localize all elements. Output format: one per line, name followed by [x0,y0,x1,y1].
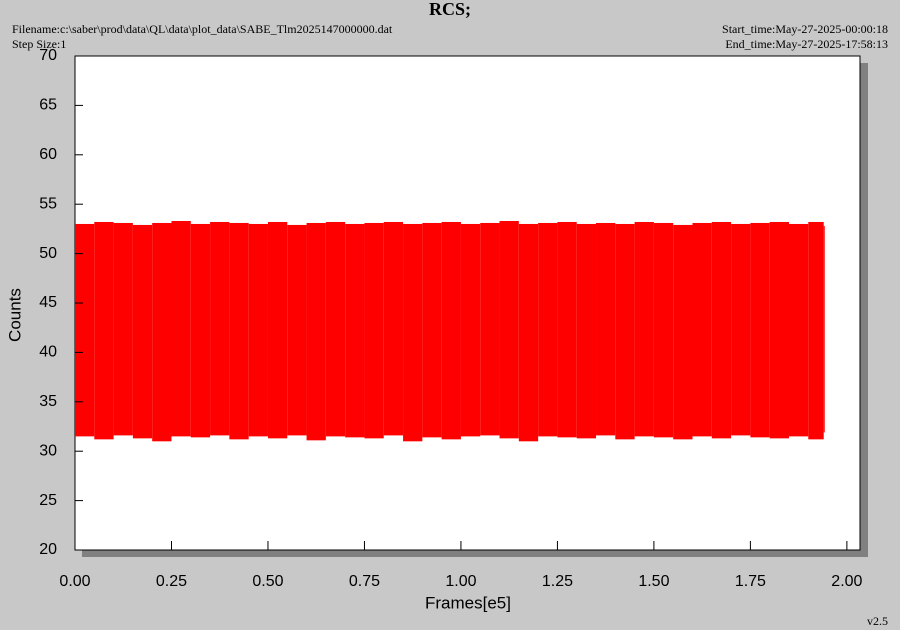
x-tick-label: 2.00 [831,573,862,590]
data-band [113,222,133,436]
version: v2.5 [867,614,888,628]
step-size: Step Size:1 [12,37,66,51]
data-band [653,222,674,438]
x-tick-label: 0.25 [156,573,187,590]
y-tick-label: 65 [39,97,57,114]
data-band [788,223,809,437]
y-tick-label: 60 [39,146,57,163]
data-band [94,221,114,440]
data-band [615,223,635,440]
data-band [229,222,249,440]
data-band [711,221,732,439]
y-tick-label: 40 [39,344,57,361]
data-band [152,222,172,442]
data-band [596,222,616,436]
filename: Filename:c:\saber\prod\data\QL\data\plot… [12,22,393,36]
y-tick-label: 35 [39,393,57,410]
data-band [769,221,789,439]
data-band [306,222,326,441]
start-time: Start_time:May-27-2025-00:00:18 [722,22,888,36]
data-band [403,223,423,442]
data-band [171,220,191,437]
data-band [287,224,307,436]
data-band [345,223,365,438]
data-band [132,224,153,439]
data-band [480,222,500,436]
y-axis-label: Counts [5,288,24,342]
y-tick-label: 70 [39,47,57,64]
x-tick-label: 1.75 [735,573,766,590]
x-tick-label: 0.75 [349,573,380,590]
data-band [190,223,211,438]
data-band [518,223,539,442]
data-band [75,223,95,437]
data-band [248,223,268,437]
data-band [731,223,751,436]
data-band [325,221,346,437]
data-band [383,221,404,436]
x-tick-label: 1.00 [445,573,476,590]
data-band [267,221,288,439]
data-band [673,224,693,440]
y-tick-label: 45 [39,294,57,311]
x-tick-label: 0.00 [59,573,90,590]
x-tick-label: 0.50 [252,573,283,590]
data-band [634,221,654,437]
x-axis-label: Frames[e5] [425,593,511,612]
data-band [808,221,824,440]
x-tick-label: 1.50 [638,573,669,590]
data-band [422,222,442,438]
data-band [750,222,770,438]
y-tick-label: 30 [39,442,57,459]
data-band [210,221,230,436]
data-band [823,225,825,433]
data-band [576,223,597,439]
data-band [460,223,481,437]
chart-title: RCS; [429,0,471,19]
data-band [441,221,461,440]
data-band [692,222,712,437]
end-time: End_time:May-27-2025-17:58:13 [725,37,888,51]
data-band [364,222,384,439]
data-band [557,221,577,438]
data-band [499,220,519,439]
y-tick-label: 20 [39,541,57,558]
y-tick-label: 55 [39,195,57,212]
y-tick-label: 25 [39,492,57,509]
x-tick-label: 1.25 [542,573,573,590]
y-tick-label: 50 [39,245,57,262]
data-band [538,222,558,437]
